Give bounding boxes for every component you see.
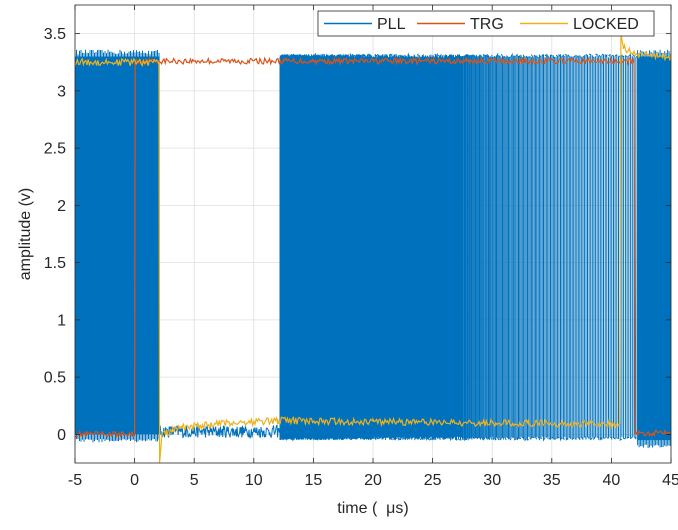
x-tick-label: 20 [364, 472, 382, 489]
y-tick-label: 2.5 [44, 141, 66, 158]
locked-line [75, 33, 671, 463]
x-tick-label: 40 [603, 472, 621, 489]
y-tick-label: 0.5 [44, 370, 66, 387]
pll-segment-0-noise [75, 49, 160, 443]
x-tick-label: 35 [543, 472, 561, 489]
legend-pll-label: PLL [377, 16, 406, 33]
y-tick-label: 1.5 [44, 255, 66, 272]
x-tick-label: 15 [305, 472, 323, 489]
pll-segment-2 [279, 52, 640, 442]
x-tick-label: 5 [190, 472, 199, 489]
x-tick-label: 30 [483, 472, 501, 489]
legend-locked-label: LOCKED [573, 16, 639, 33]
pll-segment-1 [159, 423, 280, 439]
y-tick-label: 3 [57, 83, 66, 100]
x-tick-label: 0 [130, 472, 139, 489]
y-axis-label: amplitude (v) [17, 188, 34, 280]
legend[interactable]: PLL TRG LOCKED [317, 10, 655, 37]
legend-trg-label: TRG [470, 16, 504, 33]
x-tick-label: -5 [68, 472, 82, 489]
ticks: -5 0 5 10 15 20 25 30 35 40 45 0 0.5 1 1.5 2 2.5 3 3.5 [44, 5, 678, 489]
x-tick-label: 45 [662, 472, 678, 489]
y-tick-label: 3.5 [44, 26, 66, 43]
pll-segment-3-noise [637, 49, 671, 449]
x-axis-label: time ( μs) [337, 500, 408, 517]
y-tick-label: 0 [57, 427, 66, 444]
x-tick-label: 10 [245, 472, 263, 489]
y-tick-label: 1 [57, 312, 66, 329]
y-tick-label: 2 [57, 198, 66, 215]
x-tick-label: 25 [424, 472, 442, 489]
legend-box [317, 10, 655, 37]
trg-line [75, 56, 671, 440]
series-layer [75, 33, 671, 463]
